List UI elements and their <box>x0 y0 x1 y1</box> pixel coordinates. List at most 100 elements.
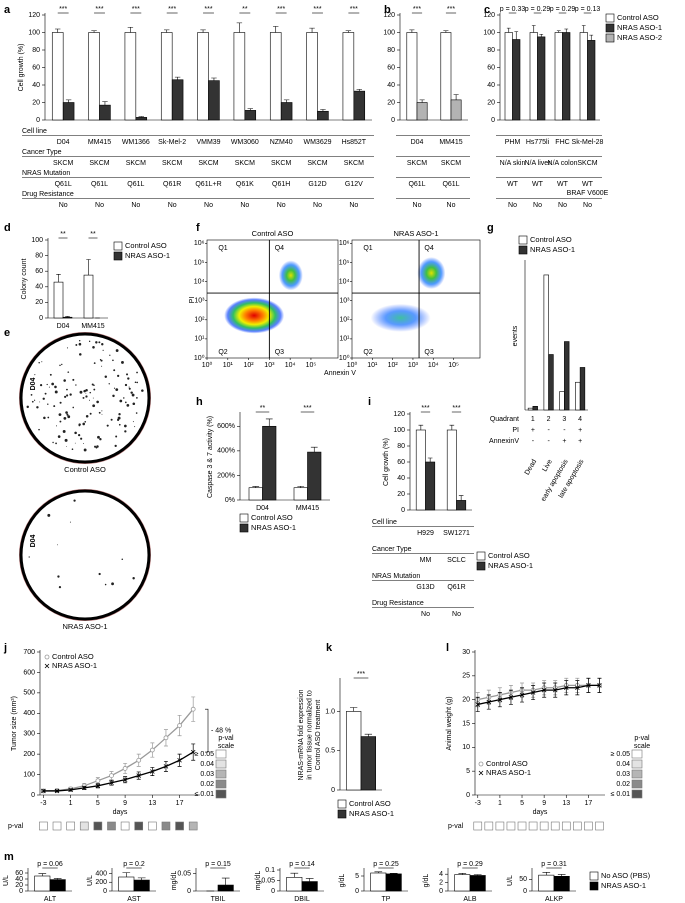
y-tick-label: 80 <box>32 47 40 54</box>
colony <box>111 582 114 586</box>
table-cell: No <box>349 202 358 209</box>
colony <box>112 394 115 398</box>
error-bar <box>473 874 482 876</box>
data-point <box>149 747 155 753</box>
series-line <box>43 708 194 792</box>
table-cell: WM3629 <box>303 139 331 146</box>
significance-label: p = 0.14 <box>289 861 315 868</box>
bar <box>529 32 538 121</box>
legend-label: NRAS ASO-1 <box>125 251 170 260</box>
y-tick-label: 80 <box>387 47 395 54</box>
bar <box>197 32 209 121</box>
significance-label: *** <box>357 671 365 678</box>
error-bar <box>581 25 586 33</box>
p-value-box <box>517 821 527 831</box>
y-tick-label: 1.0 <box>325 708 335 715</box>
p-value-box <box>495 821 505 831</box>
colony <box>110 418 113 421</box>
table-cell: 1 <box>531 416 535 423</box>
error-bar <box>531 25 536 33</box>
legend-label: NRAS ASO-1 <box>52 661 97 670</box>
bar <box>527 407 534 411</box>
y-tick-label: 10² <box>339 317 350 324</box>
colony <box>78 424 81 427</box>
y-tick-label: 60 <box>487 64 495 71</box>
data-point <box>41 788 46 794</box>
y-tick-label: 0 <box>187 888 191 895</box>
table-cell: SCLC <box>447 557 466 564</box>
legend-swatch <box>518 235 528 245</box>
error-bar <box>443 30 449 33</box>
table-cell: N/A skin <box>500 160 526 167</box>
error-bar <box>102 101 108 106</box>
table-cell: Q61R <box>447 584 465 591</box>
p-value-box <box>52 821 62 831</box>
data-point <box>486 699 492 705</box>
bar <box>416 102 428 121</box>
y-axis-label: Tumor size (mm³) <box>11 696 18 751</box>
significance-label: p = 0.31 <box>541 861 567 868</box>
data-point <box>519 692 525 698</box>
colony <box>83 448 87 452</box>
error-bar <box>247 108 254 111</box>
colony <box>42 397 45 400</box>
colony <box>28 556 30 558</box>
difference-bracket <box>205 708 209 753</box>
x-tick-label: 10⁰ <box>202 361 213 369</box>
x-tick-label: 9 <box>123 800 127 807</box>
colony <box>46 383 48 386</box>
bar <box>306 32 318 121</box>
bar <box>293 487 308 501</box>
legend-swatch <box>589 871 599 881</box>
y-tick-label: 100 <box>28 29 40 36</box>
colony <box>44 392 47 395</box>
y-tick-label: 30 <box>462 649 470 656</box>
x-tick-label: 1 <box>69 800 73 807</box>
y-tick-label: 0% <box>225 497 235 504</box>
data-point <box>150 769 155 774</box>
significance-label: ** <box>242 6 248 13</box>
y-tick-label: 0 <box>331 787 335 794</box>
colony <box>59 364 61 367</box>
y-tick-label: 60 <box>15 870 23 877</box>
error-bar <box>127 26 134 33</box>
bar <box>269 32 282 121</box>
colony <box>108 383 110 385</box>
y-tick-label: 10³ <box>194 298 205 305</box>
table-cell: Q61L <box>442 181 459 188</box>
colony <box>74 431 77 435</box>
colony <box>79 353 82 356</box>
colony <box>53 405 56 408</box>
p-value-box <box>188 821 198 831</box>
legend-swatch <box>605 23 615 33</box>
colony <box>117 374 120 377</box>
colony <box>75 344 78 346</box>
table-cell: SKCM <box>162 160 182 167</box>
table-cell: WM1366 <box>122 139 150 146</box>
y-tick-label: 60 <box>397 459 405 466</box>
error-bar <box>86 259 91 276</box>
colony <box>31 380 33 382</box>
error-bar <box>137 877 146 881</box>
well <box>19 332 151 464</box>
legend-marker <box>44 654 50 660</box>
y-tick-label: 20 <box>387 99 395 106</box>
x-axis-label: ALB <box>463 896 477 903</box>
bar <box>124 32 137 121</box>
row-label: Quadrant <box>490 416 519 423</box>
colony <box>106 424 109 427</box>
table-cell: SKCM <box>344 160 364 167</box>
table-cell: H929 <box>417 530 434 537</box>
p-value-label: p-val <box>448 823 464 830</box>
significance-label: p = 0.06 <box>37 861 63 868</box>
colony <box>126 373 129 376</box>
legend-marker <box>478 761 484 767</box>
y-axis-label: Cell growth (%) <box>383 438 390 486</box>
panel-label: c <box>484 4 490 16</box>
plot-frame <box>206 239 339 359</box>
x-axis-label: TP <box>382 896 391 903</box>
significance-label: p = 0.25 <box>373 861 399 868</box>
p-value-scale-box <box>631 759 643 769</box>
y-tick-label: 5 <box>466 768 470 775</box>
table-cell: No <box>95 202 104 209</box>
